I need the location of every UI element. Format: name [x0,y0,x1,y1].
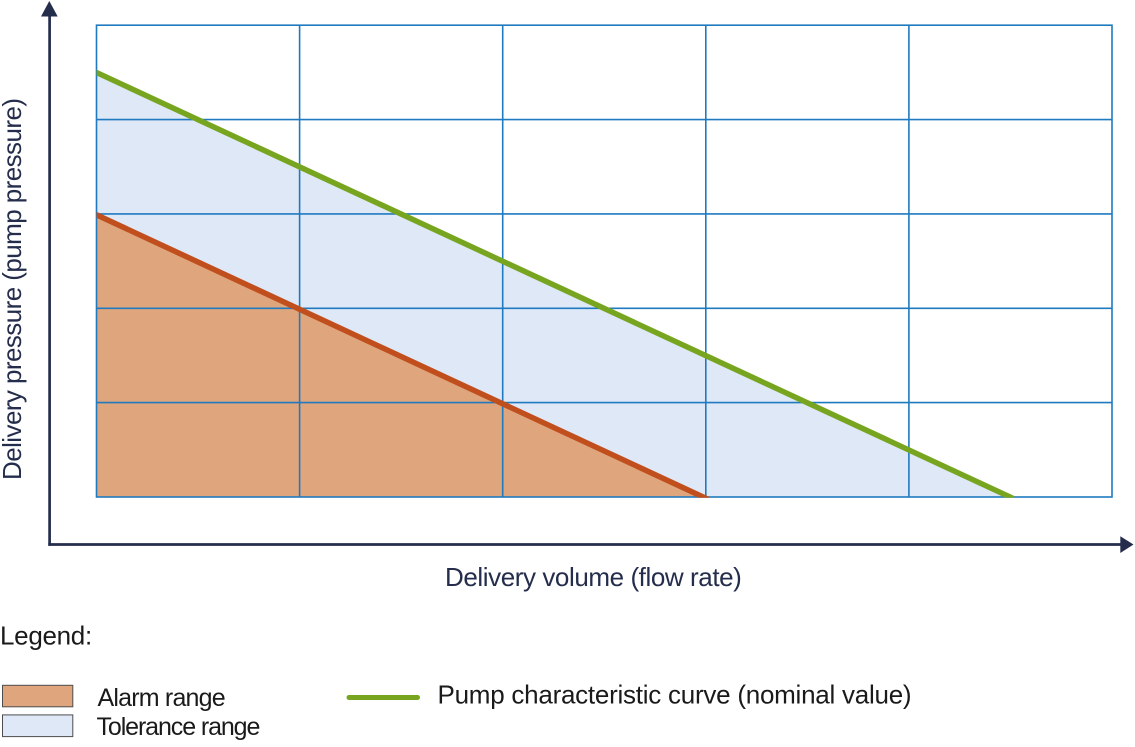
svg-text:Delivery volume (flow rate): Delivery volume (flow rate) [445,562,741,592]
svg-text:Tolerance range: Tolerance range [97,713,260,741]
svg-text:Legend:: Legend: [0,621,92,651]
svg-text:Alarm range: Alarm range [98,684,225,712]
svg-text:Pump characteristic curve (nom: Pump characteristic curve (nominal value… [438,680,912,710]
svg-text:Delivery pressure (pump pressu: Delivery pressure (pump pressure) [0,99,27,480]
